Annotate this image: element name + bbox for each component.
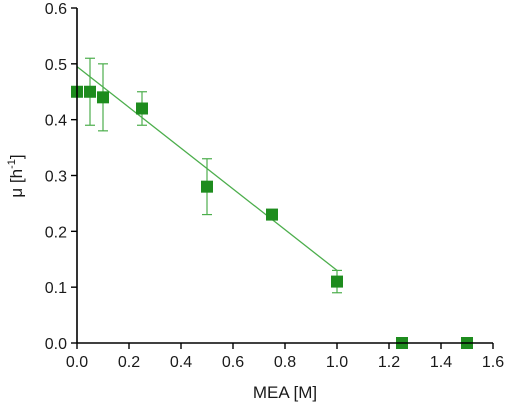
y-tick-label: 0.4 (45, 113, 67, 130)
y-axis-title: μ [h-1] (6, 154, 26, 197)
y-axis-title-superscript: -1 (6, 159, 18, 169)
y-tick-label: 0.2 (45, 224, 67, 241)
y-tick-label: 0.1 (45, 280, 67, 297)
data-point (84, 85, 96, 98)
tick-layer: 0.0 0.2 0.4 0.6 0.8 1.0 1.2 1.4 1.6 0.0 0.1 0.2 0.3 0… (45, 1, 504, 371)
error-bar-layer (85, 57, 342, 294)
data-point (266, 208, 278, 221)
y-tick-label: 0.0 (45, 336, 67, 353)
x-tick-label: 0.4 (170, 354, 192, 371)
y-axis-title-main: μ [h (7, 169, 26, 198)
data-point (331, 275, 343, 288)
x-tick-label: 1.0 (326, 354, 348, 371)
y-tick-label: 0.6 (45, 1, 67, 18)
data-point (201, 180, 213, 193)
data-point-layer (71, 85, 473, 349)
x-tick-label: 1.6 (482, 354, 504, 371)
data-point (136, 102, 148, 115)
x-tick-label: 1.2 (378, 354, 400, 371)
x-tick-label: 1.4 (430, 354, 452, 371)
x-tick-label: 0.0 (66, 354, 88, 371)
x-tick-label: 0.6 (222, 354, 244, 371)
y-axis-title-close: ] (7, 154, 26, 159)
y-tick-label: 0.5 (45, 57, 67, 74)
x-axis-title: MEA [M] (253, 383, 317, 402)
y-tick-label: 0.3 (45, 169, 67, 186)
x-tick-label: 0.8 (274, 354, 296, 371)
data-point (97, 91, 109, 104)
x-tick-label: 0.2 (118, 354, 140, 371)
